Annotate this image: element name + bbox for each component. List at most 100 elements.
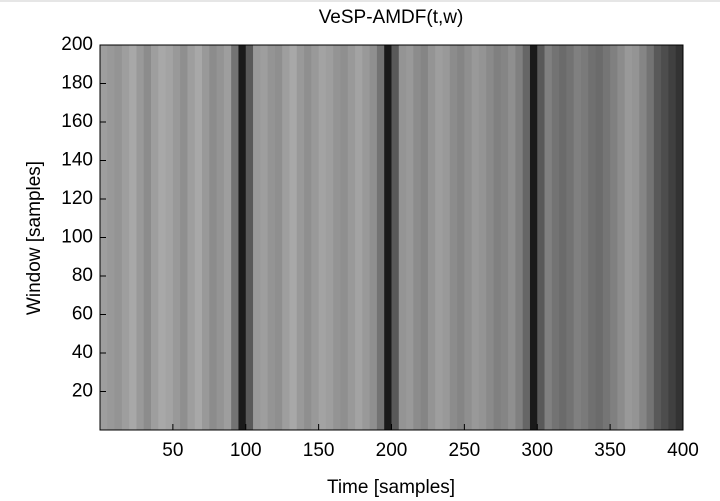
heatmap-column: [406, 45, 414, 430]
x-axis-label: Time [samples]: [327, 477, 455, 498]
heatmap-column: [384, 45, 392, 430]
x-tick-label: 250: [449, 440, 481, 461]
heatmap-column: [427, 45, 436, 430]
heatmap-column: [478, 45, 487, 430]
y-tick-label: 200: [61, 34, 93, 55]
heatmap-column: [231, 45, 239, 430]
heatmap-column: [296, 45, 305, 430]
x-tick-label: 150: [303, 440, 335, 461]
heatmap-column: [165, 45, 174, 430]
y-tick-label: 60: [72, 304, 93, 325]
heatmap-column: [573, 45, 582, 430]
chart-title: VeSP-AMDF(t,w): [319, 7, 464, 28]
heatmap-column: [413, 45, 422, 430]
heatmap-column: [420, 45, 429, 430]
heatmap-column: [311, 45, 320, 430]
heatmap-column: [238, 45, 247, 430]
heatmap-column: [282, 45, 290, 430]
heatmap-column: [624, 45, 633, 430]
y-tick-label: 180: [61, 73, 93, 94]
heatmap-column: [544, 45, 553, 430]
heatmap-column: [493, 45, 502, 430]
heatmap-column: [172, 45, 181, 430]
heatmap-column: [325, 45, 334, 430]
heatmap-column: [610, 45, 618, 430]
x-tick-label: 400: [667, 440, 699, 461]
heatmap-column: [143, 45, 152, 430]
heatmap-column: [274, 45, 283, 430]
heatmap-column: [267, 45, 276, 430]
heatmap-column: [180, 45, 188, 430]
heatmap-column: [216, 45, 225, 430]
heatmap-column: [253, 45, 261, 430]
x-tick-label: 100: [230, 440, 262, 461]
heatmap-column: [588, 45, 597, 430]
x-tick-label: 350: [594, 440, 626, 461]
heatmap-column: [121, 45, 130, 430]
x-tick-label: 50: [162, 440, 183, 461]
heatmap-column: [209, 45, 218, 430]
heatmap-column: [347, 45, 356, 430]
heatmap-column: [435, 45, 444, 430]
heatmap-column: [464, 45, 473, 430]
heatmap-column: [136, 45, 145, 430]
heatmap-column: [376, 45, 385, 430]
heatmap-column: [158, 45, 167, 430]
heatmap-column: [398, 45, 407, 430]
heatmap-column: [202, 45, 210, 430]
heatmap-column: [508, 45, 516, 430]
heatmap-column: [522, 45, 531, 430]
heatmap-column: [187, 45, 196, 430]
x-tick-label: 200: [376, 440, 408, 461]
heatmap-column: [369, 45, 378, 430]
heatmap-column: [333, 45, 341, 430]
heatmap-column: [442, 45, 451, 430]
heatmap-column: [449, 45, 458, 430]
heatmap-column: [602, 45, 611, 430]
heatmap-column: [515, 45, 524, 430]
x-tick-label: 300: [521, 440, 553, 461]
heatmap-column: [245, 45, 254, 430]
heatmap-column: [304, 45, 312, 430]
heatmap-column: [537, 45, 546, 430]
heatmap-column: [631, 45, 640, 430]
heatmap-column: [639, 45, 648, 430]
heatmap-column: [653, 45, 662, 430]
heatmap-column: [223, 45, 232, 430]
heatmap-column: [675, 45, 684, 430]
heatmap-column: [362, 45, 371, 430]
heatmap-column: [500, 45, 509, 430]
y-axis-label: Window [samples]: [24, 161, 45, 315]
heatmap-column: [391, 45, 400, 430]
y-tick-label: 160: [61, 111, 93, 132]
y-tick-label: 120: [61, 188, 93, 209]
heatmap-column: [559, 45, 567, 430]
y-tick-label: 140: [61, 150, 93, 171]
heatmap-column: [551, 45, 560, 430]
heatmap-column: [471, 45, 480, 430]
heatmap-column: [260, 45, 269, 430]
heatmap-column: [595, 45, 604, 430]
heatmap-column: [129, 45, 137, 430]
heatmap-column: [289, 45, 298, 430]
heatmap-column: [151, 45, 159, 430]
heatmap-column: [668, 45, 677, 430]
heatmap-column: [580, 45, 589, 430]
heatmap-column: [355, 45, 363, 430]
heatmap-column: [318, 45, 327, 430]
heatmap-column: [617, 45, 626, 430]
heatmap-column: [486, 45, 495, 430]
heatmap-column: [661, 45, 669, 430]
y-tick-label: 100: [61, 227, 93, 248]
y-tick-label: 40: [72, 342, 93, 363]
heatmap-column: [114, 45, 123, 430]
y-tick-label: 20: [72, 381, 93, 402]
heatmap-column: [646, 45, 655, 430]
heatmap-column: [107, 45, 116, 430]
y-tick-label: 80: [72, 265, 93, 286]
heatmap-column: [566, 45, 575, 430]
heatmap: [100, 45, 684, 430]
heatmap-column: [529, 45, 538, 430]
heatmap-column: [340, 45, 349, 430]
